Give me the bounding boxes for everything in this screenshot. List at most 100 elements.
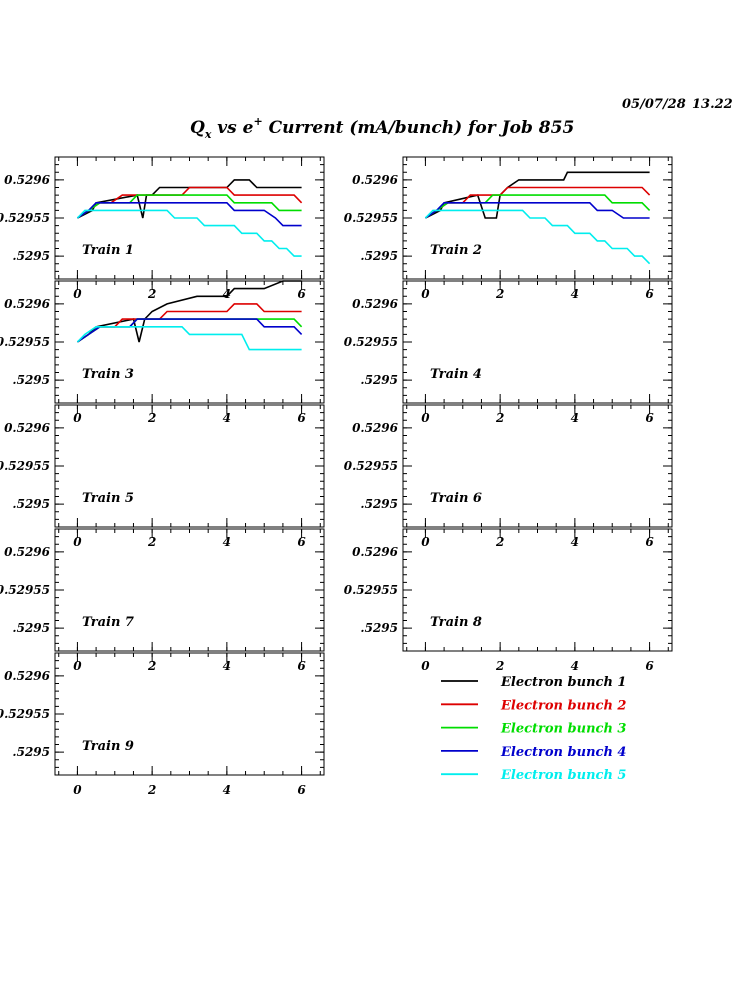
title-rest: Current (mA/bunch) for Job 855 xyxy=(263,118,575,138)
panel-label: Train 7 xyxy=(82,615,134,630)
y-tick-label: 0.52955 xyxy=(344,335,398,349)
x-tick-label: 4 xyxy=(223,411,231,425)
y-tick-label: .5295 xyxy=(360,497,398,511)
y-tick-label: .5295 xyxy=(12,249,50,263)
y-tick-label: 0.52955 xyxy=(344,583,398,597)
x-tick-label: 6 xyxy=(297,411,306,425)
panel-9: .5295 0.52955 0.5296 0 2 4 6 Train 9 xyxy=(0,652,325,797)
panel-2: .5295 0.52955 0.5296 0 2 4 6 Train 2 xyxy=(344,156,673,301)
y-tick-label: .5295 xyxy=(360,373,398,387)
legend-entry-4: Electron bunch 4 xyxy=(441,745,626,760)
y-tick-label: 0.5296 xyxy=(4,421,51,435)
x-tick-label: 2 xyxy=(495,411,504,425)
panel-label: Train 4 xyxy=(430,367,482,382)
x-tick-label: 0 xyxy=(73,535,82,549)
y-tick-label: 0.5296 xyxy=(4,173,51,187)
panel-8: .5295 0.52955 0.5296 0 2 4 6 Train 8 xyxy=(344,528,673,673)
y-tick-label: 0.5296 xyxy=(352,173,399,187)
x-tick-label: 2 xyxy=(147,287,156,301)
panel-label: Train 9 xyxy=(82,739,134,754)
series-line-bunch-4 xyxy=(424,202,650,219)
x-tick-label: 2 xyxy=(147,535,156,549)
y-tick-label: 0.52955 xyxy=(0,707,50,721)
y-tick-label: 0.52955 xyxy=(0,335,50,349)
x-tick-label: 6 xyxy=(645,411,654,425)
panel-label: Train 6 xyxy=(430,491,482,506)
panel-label: Train 3 xyxy=(82,367,134,382)
legend: Electron bunch 1 Electron bunch 2 Electron… xyxy=(441,675,626,783)
panel-frame xyxy=(402,404,673,528)
legend-entry-2: Electron bunch 2 xyxy=(441,698,626,713)
panel-6: .5295 0.52955 0.5296 0 2 4 6 Train 6 xyxy=(344,404,673,549)
x-tick-label: 4 xyxy=(571,535,579,549)
panel-frame xyxy=(402,280,673,404)
x-tick-label: 2 xyxy=(495,287,504,301)
legend-label: Electron bunch 2 xyxy=(500,698,626,713)
date-stamp: 05/07/28 xyxy=(622,97,686,112)
panel-frame xyxy=(54,280,325,404)
title-vs: vs e xyxy=(211,118,253,138)
y-tick-label: .5295 xyxy=(360,249,398,263)
series-line-bunch-4 xyxy=(76,202,302,227)
legend-label: Electron bunch 4 xyxy=(500,745,626,760)
panel-5: .5295 0.52955 0.5296 0 2 4 6 Train 5 xyxy=(0,404,325,549)
x-tick-label: 0 xyxy=(73,287,82,301)
panel-frame xyxy=(54,404,325,528)
y-tick-label: 0.52955 xyxy=(0,211,50,225)
chart-title: Qx vs e+ Current (mA/bunch) for Job 855 xyxy=(190,115,574,141)
x-tick-label: 4 xyxy=(571,659,579,673)
series-line-bunch-1 xyxy=(77,179,302,219)
series-line-bunch-3 xyxy=(76,194,302,219)
series-line-bunch-3 xyxy=(76,318,303,343)
y-tick-label: 0.5296 xyxy=(4,669,51,683)
legend-entry-1: Electron bunch 1 xyxy=(441,675,626,690)
panel-7: .5295 0.52955 0.5296 0 2 4 6 Train 7 xyxy=(0,528,325,673)
series-line-bunch-5 xyxy=(76,209,302,257)
x-tick-label: 4 xyxy=(223,535,231,549)
y-tick-label: .5295 xyxy=(12,497,50,511)
x-tick-label: 2 xyxy=(495,535,504,549)
panel-4: .5295 0.52955 0.5296 0 2 4 6 Train 4 xyxy=(344,280,673,425)
panel-label: Train 2 xyxy=(430,243,482,258)
panel-frame xyxy=(402,528,673,652)
panel-label: Train 1 xyxy=(82,243,134,258)
y-tick-label: .5295 xyxy=(12,745,50,759)
x-tick-label: 6 xyxy=(645,659,654,673)
panel-3: .5295 0.52955 0.5296 0 2 4 6 Train 3 xyxy=(0,280,325,425)
x-tick-label: 0 xyxy=(421,411,430,425)
x-tick-label: 6 xyxy=(297,659,306,673)
panel-frame xyxy=(54,652,325,776)
x-tick-label: 4 xyxy=(571,287,579,301)
y-tick-label: 0.5296 xyxy=(352,421,399,435)
y-tick-label: 0.5296 xyxy=(352,297,399,311)
y-tick-label: .5295 xyxy=(12,621,50,635)
panel-label: Train 8 xyxy=(430,615,482,630)
legend-entry-5: Electron bunch 5 xyxy=(441,768,626,783)
y-tick-label: 0.52955 xyxy=(0,459,50,473)
y-tick-label: 0.5296 xyxy=(352,545,399,559)
x-tick-label: 6 xyxy=(297,535,306,549)
x-tick-label: 2 xyxy=(495,659,504,673)
legend-label: Electron bunch 3 xyxy=(500,722,626,737)
y-tick-label: 0.52955 xyxy=(344,459,398,473)
legend-label: Electron bunch 5 xyxy=(500,768,626,783)
x-tick-label: 0 xyxy=(421,535,430,549)
x-tick-label: 6 xyxy=(297,783,306,797)
panel-label: Train 5 xyxy=(82,491,134,506)
x-tick-label: 0 xyxy=(73,659,82,673)
title-q-sub: x xyxy=(204,128,212,141)
x-tick-label: 2 xyxy=(147,659,156,673)
legend-label: Electron bunch 1 xyxy=(500,675,626,690)
panel-frame xyxy=(54,528,325,652)
x-tick-label: 4 xyxy=(223,287,231,301)
x-tick-label: 2 xyxy=(147,783,156,797)
x-tick-label: 0 xyxy=(421,659,430,673)
x-tick-label: 4 xyxy=(223,783,231,797)
x-tick-label: 0 xyxy=(73,411,82,425)
y-tick-label: 0.52955 xyxy=(0,583,50,597)
y-tick-label: 0.5296 xyxy=(4,297,51,311)
y-tick-label: 0.52955 xyxy=(344,211,398,225)
x-tick-label: 4 xyxy=(571,411,579,425)
